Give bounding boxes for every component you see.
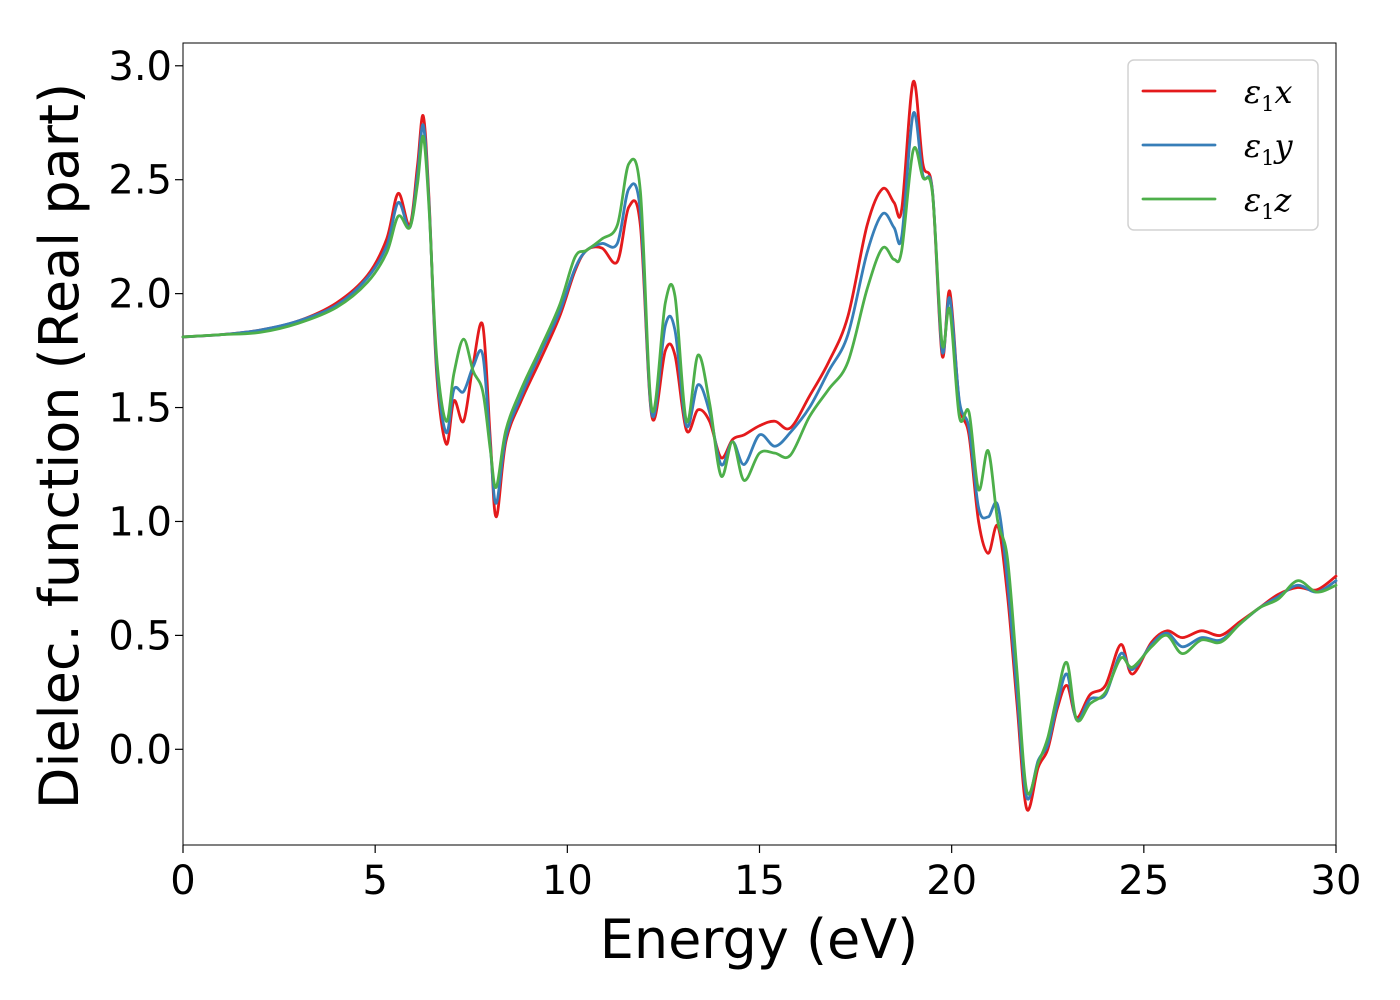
y-tick-label: 2.5 [108, 158, 172, 204]
legend-box [1127, 59, 1319, 231]
x-tick-label: 0 [170, 858, 195, 904]
legend-label-1: ε1x [1244, 73, 1293, 116]
x-tick-label: 30 [1311, 858, 1362, 904]
y-tick-label: 0.0 [108, 727, 172, 773]
legend-label-sub: 1 [1261, 92, 1274, 116]
y-tick-label: 1.5 [108, 386, 172, 432]
x-tick-label: 25 [1118, 858, 1169, 904]
y-tick-label: 2.0 [108, 272, 172, 318]
series-layer [181, 80, 1338, 812]
legend-label-main: ε [1244, 127, 1261, 165]
legend-label-var: y [1273, 127, 1294, 165]
legend-label-main: ε [1244, 73, 1261, 111]
legend-label-2: ε1y [1244, 127, 1294, 170]
legend-label-sub: 1 [1261, 200, 1274, 224]
legend-label-var: x [1275, 73, 1293, 111]
legend-label-var: z [1274, 181, 1293, 219]
x-tick-label: 15 [734, 858, 785, 904]
y-axis-ticks: 0.0 0.5 1.0 1.5 2.0 2.5 3.0 [108, 44, 183, 773]
legend-label-sub: 1 [1261, 146, 1274, 170]
x-tick-label: 20 [926, 858, 977, 904]
x-axis-ticks: 0 5 10 15 20 25 30 [170, 845, 1361, 904]
x-tick-label: 5 [362, 858, 387, 904]
y-tick-label: 0.5 [108, 613, 172, 659]
legend-label-main: ε [1244, 181, 1261, 219]
y-axis-label: Dielec. function (Real part) [28, 83, 91, 809]
series-line-3 [181, 134, 1338, 796]
legend-label-3: ε1z [1244, 181, 1293, 224]
y-tick-label: 3.0 [108, 44, 172, 90]
y-tick-label: 1.0 [108, 499, 172, 545]
x-tick-label: 10 [542, 858, 593, 904]
x-axis-label: Energy (eV) [600, 908, 919, 971]
